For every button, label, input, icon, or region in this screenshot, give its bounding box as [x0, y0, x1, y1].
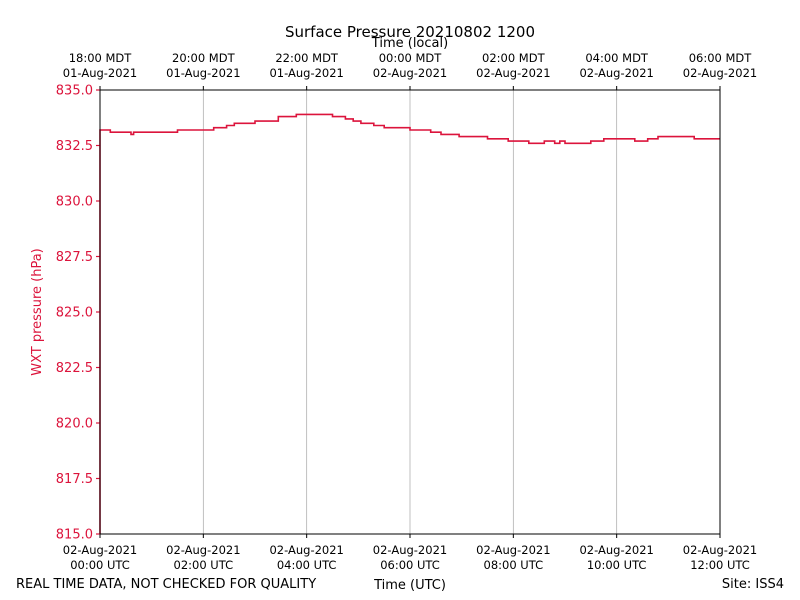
y-tick-label: 815.0: [56, 528, 93, 543]
top-tick-time: 22:00 MDT: [275, 51, 339, 65]
site-label: Site: ISS4: [722, 577, 784, 592]
top-tick-date: 01-Aug-2021: [269, 66, 343, 80]
chart-title: Surface Pressure 20210802 1200: [285, 23, 535, 41]
y-tick-label: 820.0: [56, 417, 93, 432]
x-tick-date: 02-Aug-2021: [63, 543, 137, 557]
x-tick-time: 08:00 UTC: [484, 558, 544, 572]
top-axis-label: Time (local): [371, 36, 448, 51]
x-tick-time: 02:00 UTC: [174, 558, 234, 572]
y-tick-label: 835.0: [56, 84, 93, 99]
x-tick-time: 10:00 UTC: [587, 558, 647, 572]
x-tick-time: 12:00 UTC: [690, 558, 750, 572]
series-group: [99, 113, 720, 534]
top-tick-time: 02:00 MDT: [482, 51, 546, 65]
top-tick-date: 02-Aug-2021: [476, 66, 550, 80]
top-tick-date: 02-Aug-2021: [683, 66, 757, 80]
top-tick-time: 18:00 MDT: [69, 51, 133, 65]
x-tick-date: 02-Aug-2021: [166, 543, 240, 557]
y-tick-label: 825.0: [56, 306, 93, 321]
y-tick-label: 817.5: [56, 472, 93, 487]
plot-frame: [99, 89, 721, 535]
x-tick-date: 02-Aug-2021: [683, 543, 757, 557]
y-axis-label: WXT pressure (hPa): [30, 248, 45, 376]
x-tick-date: 02-Aug-2021: [373, 543, 447, 557]
top-tick-time: 00:00 MDT: [379, 51, 443, 65]
x-axis-label: Time (UTC): [373, 578, 446, 593]
grid-lines: [202, 90, 618, 534]
x-tick-time: 00:00 UTC: [70, 558, 130, 572]
quality-disclaimer: REAL TIME DATA, NOT CHECKED FOR QUALITY: [16, 577, 316, 592]
top-tick-time: 20:00 MDT: [172, 51, 236, 65]
y-tick-label: 832.5: [56, 139, 93, 154]
x-tick-date: 02-Aug-2021: [269, 543, 343, 557]
y-tick-label: 830.0: [56, 195, 93, 210]
top-tick-date: 02-Aug-2021: [579, 66, 653, 80]
top-tick-time: 06:00 MDT: [689, 51, 753, 65]
y-tick-label: 822.5: [56, 361, 93, 376]
x-tick-date: 02-Aug-2021: [579, 543, 653, 557]
pressure-series-line: [99, 113, 720, 534]
x-tick-time: 06:00 UTC: [380, 558, 440, 572]
y-tick-label: 827.5: [56, 250, 93, 265]
top-tick-date: 02-Aug-2021: [373, 66, 447, 80]
x-tick-date: 02-Aug-2021: [476, 543, 550, 557]
top-tick-date: 01-Aug-2021: [63, 66, 137, 80]
top-tick-time: 04:00 MDT: [585, 51, 649, 65]
top-tick-date: 01-Aug-2021: [166, 66, 240, 80]
x-tick-time: 04:00 UTC: [277, 558, 337, 572]
